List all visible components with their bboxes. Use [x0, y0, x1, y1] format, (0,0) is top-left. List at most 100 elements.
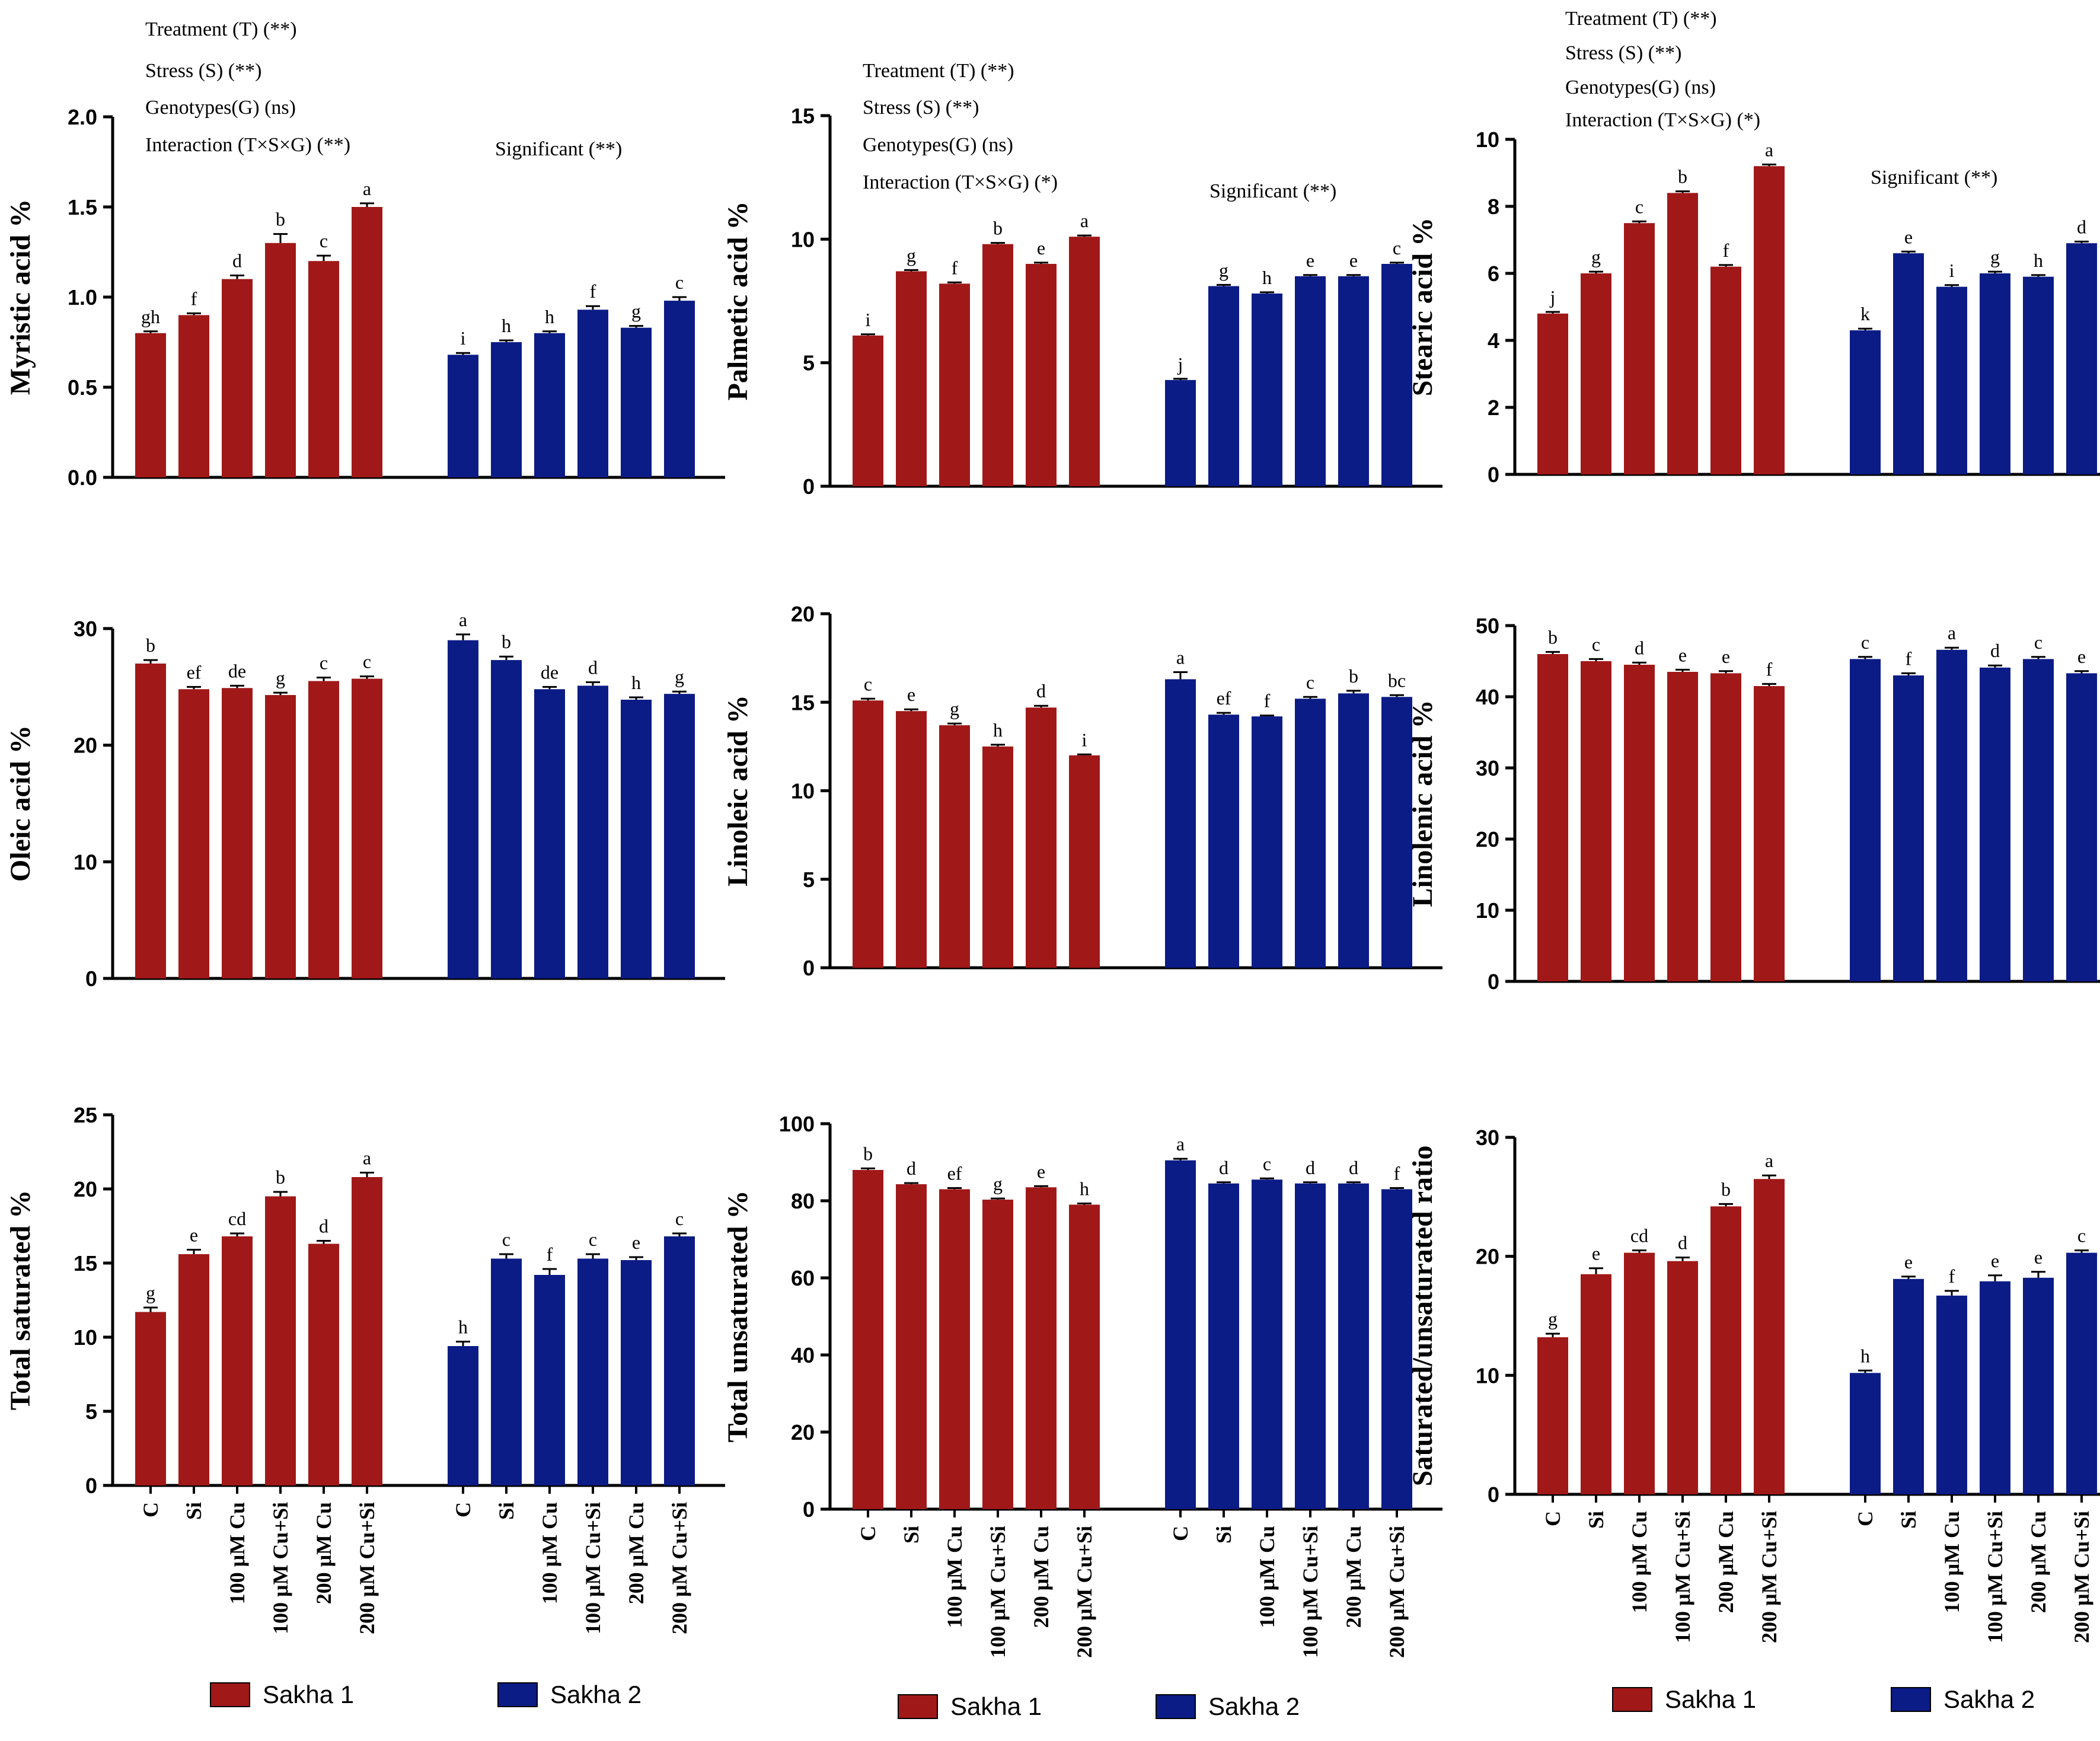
series-sakha-2: h Cc Si f 100 μM Cu c 100 μM Cu+Si e 200 μM Cu c 2… — [448, 1208, 695, 1634]
significance-letter: c — [1306, 671, 1314, 693]
y-tick-label: 0 — [1488, 970, 1499, 994]
x-tick-label: 100 μM Cu+Si — [986, 1526, 1010, 1658]
bar — [534, 689, 565, 978]
bar — [1026, 707, 1057, 968]
legend-swatch-sakha-1 — [898, 1694, 938, 1719]
significance-letter: e — [1306, 250, 1314, 271]
bar — [1980, 273, 2010, 474]
significance-letter: b — [276, 1166, 285, 1188]
bar — [1710, 1206, 1741, 1494]
bar — [1069, 237, 1100, 486]
significance-letter: c — [675, 272, 684, 293]
series-sakha-2: c f a d c e — [1850, 622, 2097, 981]
anova-annotation: Genotypes(G) (ns) — [863, 134, 1013, 156]
bar — [178, 689, 209, 978]
bar — [1295, 699, 1326, 968]
bar — [135, 333, 166, 477]
y-tick-label: 0 — [1488, 1482, 1499, 1507]
significance-letter: c — [1861, 632, 1869, 653]
series-sakha-2: a b de d h g — [448, 609, 695, 978]
x-tick-label: 100 μM Cu — [1940, 1511, 1964, 1613]
significance-letter: d — [1219, 1157, 1228, 1178]
legend: Sakha 1 Sakha 2 — [1612, 1685, 2035, 1713]
bar — [178, 1254, 209, 1485]
y-tick-label: 2.0 — [68, 105, 97, 129]
y-tick-label: 10 — [74, 850, 97, 874]
significance-letter: h — [458, 1316, 468, 1338]
x-tick-label: C — [139, 1502, 162, 1517]
bar — [939, 1189, 970, 1509]
bar — [308, 1243, 339, 1485]
bar — [2066, 243, 2097, 474]
x-tick-label: 100 μM Cu — [943, 1526, 966, 1628]
bar — [1850, 659, 1881, 981]
x-tick-label: 200 μM Cu+Si — [668, 1502, 691, 1634]
y-tick-label: 1.0 — [68, 285, 97, 310]
significance-letter: d — [588, 656, 598, 678]
y-tick-label: 0 — [1488, 463, 1499, 487]
significance-letter: c — [864, 673, 872, 694]
bar — [1624, 223, 1655, 474]
x-tick-label: 100 μM Cu+Si — [581, 1502, 605, 1634]
bar — [352, 678, 382, 978]
significance-letter: a — [363, 1147, 371, 1169]
bar — [135, 1312, 166, 1485]
legend-swatch-sakha-2 — [1891, 1687, 1931, 1712]
bar — [1624, 1252, 1655, 1494]
x-tick-label: C — [1541, 1511, 1565, 1526]
bar — [896, 1184, 927, 1509]
significance-letter: g — [146, 1282, 155, 1303]
x-tick-label: 200 μM Cu+Si — [1757, 1511, 1781, 1643]
bar — [1893, 253, 1924, 474]
significance-letter: c — [2034, 632, 2042, 653]
bar — [2066, 673, 2097, 981]
series-sakha-1: gh f d b c a — [135, 178, 382, 477]
bar — [1667, 193, 1698, 474]
x-tick-label: C — [451, 1502, 475, 1517]
significance-letter: a — [1765, 1150, 1773, 1171]
bar — [1537, 654, 1568, 981]
chart-oleic-acid: 0 10 20 30 Oleic acid % b ef de g c c a b de d h g — [5, 609, 725, 991]
anova-annotation: Stress (S) (**) — [145, 60, 261, 82]
significance-letter: c — [675, 1208, 684, 1229]
y-tick-label: 10 — [791, 227, 815, 251]
significance-letter: g — [631, 301, 641, 322]
y-tick-label: 20 — [791, 1420, 815, 1445]
y-tick-label: 30 — [74, 617, 97, 641]
y-tick-label: 40 — [791, 1343, 815, 1367]
significance-letter: d — [1349, 1157, 1358, 1178]
significance-letter: d — [1306, 1157, 1315, 1178]
y-tick-label: 25 — [74, 1103, 97, 1127]
bar — [896, 271, 927, 486]
x-tick-label: Si — [1212, 1526, 1236, 1544]
chart-stearic-acid: 0 2 4 6 8 10 Stearic acid % j g c b f a k e i g h d Treatme… — [1407, 8, 2100, 487]
bar — [1936, 1295, 1967, 1494]
chart-myristic-acid: 0.0 0.5 1.0 1.5 2.0 Myristic acid % gh f d b c a i h h… — [5, 18, 725, 490]
y-tick-label: 20 — [74, 1177, 97, 1201]
significance-letter: j — [1177, 353, 1183, 375]
bar — [664, 1236, 695, 1485]
bar — [1165, 1160, 1196, 1509]
bar — [1754, 1179, 1785, 1494]
significance-letter: cd — [228, 1208, 246, 1229]
series-sakha-1: b Cd Si ef 100 μM Cu g 100 μM Cu+Si e 200 μM Cu h… — [853, 1143, 1100, 1658]
y-tick-label: 80 — [791, 1189, 815, 1213]
bar — [1069, 1204, 1100, 1509]
anova-annotation: Stress (S) (**) — [863, 97, 979, 119]
bar — [1165, 380, 1196, 486]
significance-letter: b — [146, 634, 155, 656]
significance-letter: e — [1991, 1250, 1999, 1271]
significance-letter: e — [1349, 250, 1358, 271]
bar — [1581, 273, 1611, 474]
bar — [853, 700, 883, 968]
significance-letter: d — [1635, 637, 1644, 658]
significance-letter: e — [2077, 646, 2086, 667]
y-tick-label: 10 — [1476, 127, 1499, 152]
bar — [1165, 679, 1196, 968]
bar — [2066, 1252, 2097, 1494]
legend-swatch-sakha-1 — [210, 1682, 250, 1707]
bar — [491, 1258, 522, 1485]
bar — [2023, 1277, 2054, 1494]
bar — [1252, 294, 1282, 486]
